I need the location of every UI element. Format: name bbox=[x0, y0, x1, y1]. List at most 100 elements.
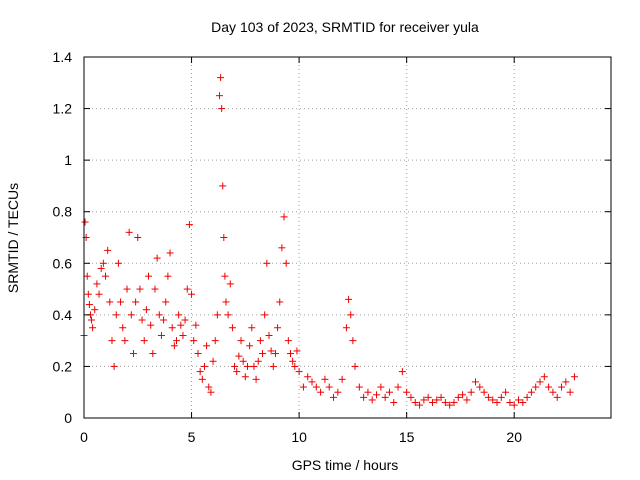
data-point bbox=[194, 350, 202, 358]
data-point bbox=[91, 306, 99, 314]
data-point bbox=[175, 311, 183, 319]
data-point bbox=[289, 357, 297, 365]
y-axis-label: SRMTID / TECUs bbox=[5, 183, 21, 293]
data-point bbox=[166, 249, 174, 257]
data-point bbox=[155, 311, 163, 319]
data-point bbox=[506, 399, 514, 407]
data-point bbox=[170, 342, 178, 350]
data-point bbox=[278, 244, 286, 252]
data-point bbox=[338, 375, 346, 383]
data-point bbox=[239, 357, 247, 365]
data-point bbox=[243, 362, 251, 370]
data-point bbox=[373, 391, 381, 399]
data-point bbox=[104, 246, 112, 254]
data-point bbox=[368, 396, 376, 404]
data-point bbox=[523, 393, 531, 401]
data-point bbox=[420, 396, 428, 404]
data-point bbox=[110, 362, 118, 370]
data-point bbox=[484, 393, 492, 401]
data-point bbox=[269, 362, 277, 370]
data-point bbox=[233, 368, 241, 376]
data-point bbox=[145, 272, 153, 280]
data-point bbox=[459, 391, 467, 399]
data-point bbox=[81, 218, 89, 226]
data-point bbox=[224, 311, 232, 319]
data-point bbox=[377, 383, 385, 391]
data-point bbox=[221, 272, 229, 280]
data-point bbox=[317, 388, 325, 396]
data-point bbox=[286, 350, 294, 358]
data-point bbox=[153, 254, 161, 262]
data-point bbox=[172, 337, 180, 345]
y-tick-label: 1.2 bbox=[53, 101, 73, 117]
data-point bbox=[527, 388, 535, 396]
data-point bbox=[102, 272, 110, 280]
ticks-layer: 0 0.2 0.4 0.6 0.8 1 1.2 1.4 0 5 10 15 20 bbox=[53, 49, 611, 445]
points-layer bbox=[80, 74, 578, 409]
data-point bbox=[519, 399, 527, 407]
data-point bbox=[93, 280, 101, 288]
data-point bbox=[428, 399, 436, 407]
data-point bbox=[200, 362, 208, 370]
data-point bbox=[463, 396, 471, 404]
chart-title: Day 103 of 2023, SRMTID for receiver yul… bbox=[211, 19, 479, 35]
data-point bbox=[123, 285, 131, 293]
data-point bbox=[510, 401, 518, 409]
data-point bbox=[127, 311, 135, 319]
data-point bbox=[398, 368, 406, 376]
data-point bbox=[231, 362, 239, 370]
data-point bbox=[213, 311, 221, 319]
data-point bbox=[345, 295, 353, 303]
data-point bbox=[207, 388, 215, 396]
x-tick-label: 15 bbox=[399, 429, 415, 445]
x-tick-label: 20 bbox=[506, 429, 522, 445]
data-point bbox=[185, 221, 193, 229]
data-point bbox=[183, 285, 191, 293]
data-point bbox=[140, 337, 148, 345]
data-point bbox=[259, 350, 267, 358]
data-point bbox=[515, 396, 523, 404]
data-point bbox=[181, 316, 189, 324]
data-point bbox=[271, 350, 279, 358]
data-point bbox=[134, 234, 142, 241]
data-point bbox=[558, 383, 566, 391]
data-point bbox=[190, 337, 198, 345]
data-point bbox=[198, 375, 206, 383]
data-point bbox=[142, 306, 150, 314]
data-point bbox=[147, 321, 155, 329]
data-point bbox=[385, 388, 393, 396]
data-point bbox=[433, 396, 441, 404]
data-point bbox=[119, 324, 127, 332]
data-point bbox=[235, 352, 243, 360]
data-point bbox=[411, 399, 419, 407]
data-point bbox=[129, 350, 137, 358]
data-point bbox=[390, 399, 398, 407]
data-point bbox=[446, 401, 454, 409]
data-point bbox=[219, 182, 227, 190]
data-point bbox=[203, 342, 211, 350]
data-point bbox=[291, 362, 299, 370]
data-point bbox=[280, 213, 288, 221]
data-point bbox=[85, 301, 93, 309]
grid-layer bbox=[84, 57, 611, 418]
data-point bbox=[205, 383, 213, 391]
data-point bbox=[562, 378, 570, 386]
y-tick-label: 0.8 bbox=[53, 204, 73, 220]
data-point bbox=[106, 298, 114, 306]
data-point bbox=[149, 350, 157, 358]
data-point bbox=[364, 388, 372, 396]
data-point bbox=[502, 388, 510, 396]
data-point bbox=[308, 378, 316, 386]
data-point bbox=[151, 285, 159, 293]
data-point bbox=[117, 298, 125, 306]
data-point bbox=[228, 324, 236, 332]
data-point bbox=[293, 347, 301, 355]
data-point bbox=[480, 388, 488, 396]
data-point bbox=[83, 272, 91, 280]
data-point bbox=[162, 298, 170, 306]
data-point bbox=[407, 393, 415, 401]
data-point bbox=[351, 362, 359, 370]
data-point bbox=[284, 337, 292, 345]
data-point bbox=[136, 285, 144, 293]
